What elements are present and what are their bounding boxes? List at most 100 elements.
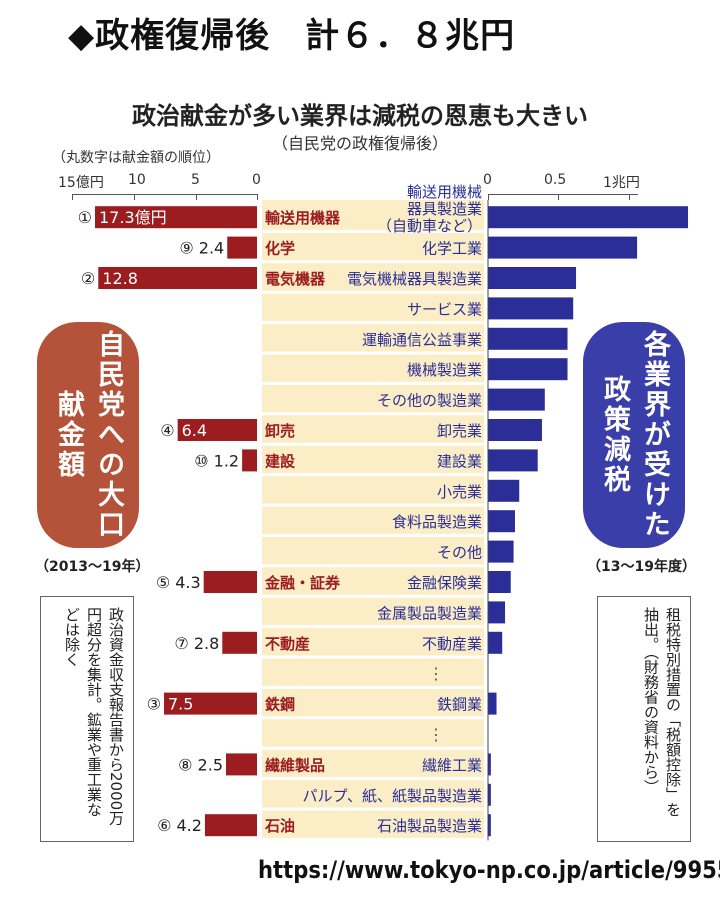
tax-industry-label: 石油製品製造業 bbox=[377, 817, 482, 835]
tax-bar bbox=[488, 631, 503, 654]
center-band bbox=[262, 200, 484, 841]
rank-marker: ④ bbox=[160, 421, 174, 440]
chart-title: 政治献金が多い業界は減税の恩恵も大きい bbox=[132, 102, 588, 130]
tax-industry-label: 卸売業 bbox=[437, 422, 482, 440]
right-tick-1: 1兆円 bbox=[603, 175, 640, 191]
left-tick-5: 5 bbox=[191, 172, 200, 188]
tax-industry-label: その他の製造業 bbox=[377, 392, 482, 410]
tax-bar bbox=[488, 297, 574, 320]
right-tick-0-5: 0.5 bbox=[544, 172, 567, 188]
left-tick-10: 10 bbox=[128, 172, 146, 188]
tax-industry-label: 不動産業 bbox=[422, 635, 482, 653]
donation-bar bbox=[98, 267, 257, 289]
chart-subtitle: （自民党の政権復帰後） bbox=[271, 134, 448, 153]
donation-bar bbox=[204, 814, 257, 837]
tax-bar bbox=[488, 206, 688, 229]
donation-bar bbox=[95, 206, 257, 229]
tax-industry-label: （自動車など） bbox=[377, 217, 482, 235]
rank-marker: ⑩ bbox=[194, 451, 208, 470]
tax-bar bbox=[488, 692, 497, 715]
tax-industry-label: 小売業 bbox=[437, 483, 482, 501]
left-tickmark bbox=[257, 194, 258, 200]
headline: ◆政権復帰後 計６．８兆円 bbox=[68, 16, 516, 56]
tax-label-pill: 各業界が受けた政策減税 bbox=[583, 322, 685, 548]
ellipsis-row: ⋮ bbox=[428, 725, 444, 744]
tax-bar bbox=[488, 753, 491, 776]
donation-value: 4.2 bbox=[176, 816, 201, 835]
donation-bar bbox=[203, 571, 257, 593]
tax-industry-label: 電気機械器具製造業 bbox=[347, 270, 482, 288]
donation-industry-label: 輸送用機器 bbox=[265, 209, 341, 227]
donation-value: 12.8 bbox=[102, 269, 138, 288]
right-tick-0: 0 bbox=[483, 172, 492, 188]
donation-period: （2013～19年） bbox=[35, 559, 150, 575]
tax-industry-label: サービス業 bbox=[407, 300, 482, 318]
tax-industry-label: 金属製品製造業 bbox=[377, 604, 482, 622]
rank-marker: ⑥ bbox=[157, 816, 171, 835]
rank-note: （丸数字は献金額の順位） bbox=[52, 150, 220, 166]
tax-bar bbox=[488, 601, 506, 624]
tax-industry-label: 繊維工業 bbox=[422, 756, 482, 774]
left-axis-line bbox=[72, 194, 258, 195]
tax-bar bbox=[488, 358, 568, 381]
rank-marker: ⑨ bbox=[179, 239, 193, 258]
donation-bar bbox=[164, 692, 257, 715]
tax-industry-label: 機械製造業 bbox=[407, 361, 482, 379]
right-axis-line bbox=[488, 194, 638, 195]
donation-bar bbox=[177, 419, 257, 441]
donation-value: 17.3億円 bbox=[99, 208, 167, 227]
ellipsis-row: ⋮ bbox=[428, 664, 444, 683]
right-tickmark bbox=[488, 194, 489, 200]
tax-bar bbox=[488, 510, 515, 533]
donation-bar bbox=[226, 753, 257, 776]
rank-marker: ⑦ bbox=[174, 634, 188, 653]
donation-industry-label: 化学 bbox=[265, 240, 295, 258]
tax-bar bbox=[488, 236, 638, 259]
tax-bar bbox=[488, 540, 514, 563]
tax-source-note: 租税特別措置の「税額控除」を抽出。（財務省の資料から） bbox=[597, 596, 691, 842]
source-url: https://www.tokyo-np.co.jp/article/99557 bbox=[258, 856, 720, 884]
tax-industry-label: 運輸通信公益事業 bbox=[362, 331, 482, 349]
tax-bar bbox=[488, 267, 577, 289]
donation-industry-label: 不動産 bbox=[265, 635, 310, 653]
donation-value: 2.8 bbox=[194, 634, 219, 653]
donation-industry-label: 電気機器 bbox=[265, 270, 326, 288]
tax-industry-label: その他 bbox=[437, 544, 482, 562]
tax-bar bbox=[488, 419, 542, 441]
left-tick-0: 0 bbox=[252, 172, 261, 188]
donation-value: 6.4 bbox=[182, 421, 207, 440]
rank-marker: ① bbox=[78, 208, 92, 227]
tax-industry-label: 鉄鋼業 bbox=[437, 696, 482, 714]
donation-industry-label: 鉄鋼 bbox=[265, 696, 295, 714]
donation-label-pill: 自民党への大口献金額 bbox=[37, 322, 139, 548]
donation-industry-label: 繊維製品 bbox=[265, 756, 325, 774]
rank-marker: ⑧ bbox=[178, 755, 192, 774]
tax-industry-label: 食料品製造業 bbox=[392, 513, 482, 531]
tax-industry-label: 化学工業 bbox=[422, 240, 482, 258]
tax-industry-label: 輸送用機械 bbox=[407, 183, 482, 201]
tax-bar bbox=[488, 327, 568, 350]
donation-industry-label: 石油 bbox=[264, 817, 295, 835]
tax-bar bbox=[488, 449, 538, 472]
tax-bar bbox=[488, 783, 491, 806]
donation-bar bbox=[227, 236, 257, 259]
donation-value: 2.4 bbox=[199, 239, 224, 258]
rank-marker: ⑤ bbox=[156, 573, 170, 592]
left-tickmark bbox=[134, 194, 135, 200]
rank-marker: ② bbox=[81, 269, 95, 288]
left-tickmark bbox=[72, 194, 73, 200]
tax-bar bbox=[488, 388, 545, 411]
donation-industry-label: 卸売 bbox=[265, 422, 295, 440]
tax-industry-label: 器具製造業 bbox=[407, 200, 482, 218]
tax-bar bbox=[488, 571, 511, 593]
donation-value: 1.2 bbox=[214, 451, 239, 470]
right-tickmark bbox=[558, 194, 559, 200]
donation-value: 2.5 bbox=[198, 755, 223, 774]
donation-source-note: 政治資金収支報告書から2000万円超分を集計。鉱業や重工業などは除く bbox=[40, 596, 134, 842]
donation-industry-label: 建設 bbox=[265, 452, 296, 470]
donation-value: 4.3 bbox=[175, 573, 200, 592]
rank-marker: ③ bbox=[147, 695, 161, 714]
tax-bar bbox=[488, 814, 491, 837]
tax-industry-label: パルプ、紙、紙製品製造業 bbox=[302, 787, 482, 805]
